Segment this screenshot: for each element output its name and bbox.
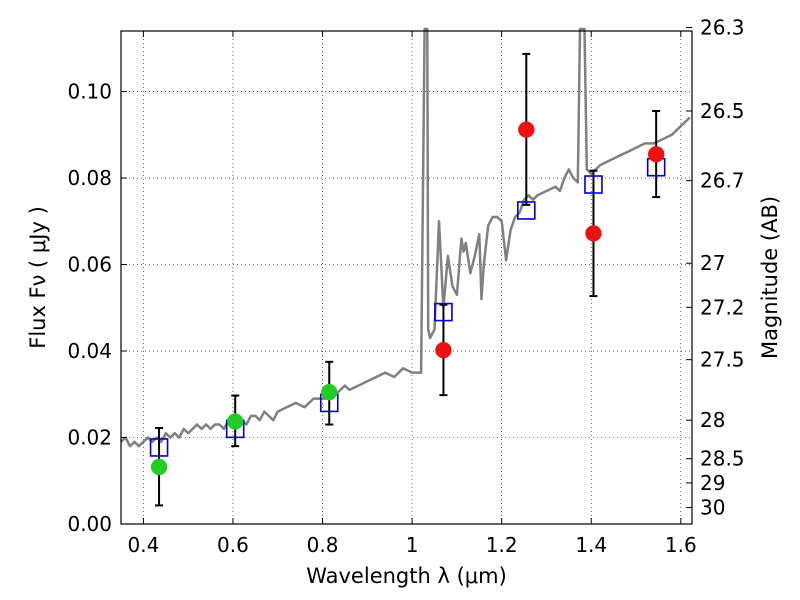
observed-point [435,341,452,359]
x-tick-label: 1.2 [486,533,518,557]
y-tick-label: 0.10 [67,80,112,104]
observed-point [150,458,168,476]
observed-point [585,225,602,242]
grid [121,31,692,525]
y-axis-label: Flux Fν ( μJy ) [26,206,50,349]
y-tick-label: 0.00 [67,512,112,536]
right-tick-label: 27.2 [700,295,745,319]
right-axis-label: Magnitude (AB) [758,196,782,359]
right-tick-label: 29 [700,471,725,495]
x-tick-label: 1.6 [665,533,697,557]
spectrum-line [120,27,691,448]
right-tick-label: 28.5 [700,447,745,471]
observed-point [226,413,244,430]
model-square [149,438,169,457]
x-tick-label: 1.4 [575,533,607,557]
right-tick-label: 26.5 [700,99,745,123]
y-tick-label: 0.08 [67,166,112,190]
x-axis-label: Wavelength λ (μm) [306,564,507,588]
y-tick-label: 0.04 [67,339,112,363]
observed-point [518,121,535,138]
axis-ticks: 0.4 0.6 0.8 1 1.2 1.4 1.6 0.00 0.02 0.04 0.06 0.08 0… [67,16,744,557]
right-tick-label: 26.7 [700,169,745,193]
right-tick-label: 26.3 [700,16,745,40]
model-square [584,175,603,194]
observed-point [647,146,665,163]
right-tick-label: 27.5 [700,348,745,372]
model-squares [149,157,666,457]
x-tick-label: 1 [406,533,419,557]
y-tick-label: 0.02 [67,426,112,450]
right-tick-label: 28 [700,408,725,432]
right-tick-label: 27 [700,251,725,275]
model-spectrum [120,27,691,448]
observed-points [150,121,665,476]
x-tick-label: 0.6 [217,533,249,557]
model-square [434,302,453,322]
x-tick-label: 0.4 [127,533,159,557]
model-square [516,201,536,220]
observed-point [320,383,338,401]
x-tick-label: 0.8 [307,533,339,557]
plot-frame [120,30,693,525]
right-tick-label: 30 [700,496,725,520]
y-tick-label: 0.06 [67,253,112,277]
